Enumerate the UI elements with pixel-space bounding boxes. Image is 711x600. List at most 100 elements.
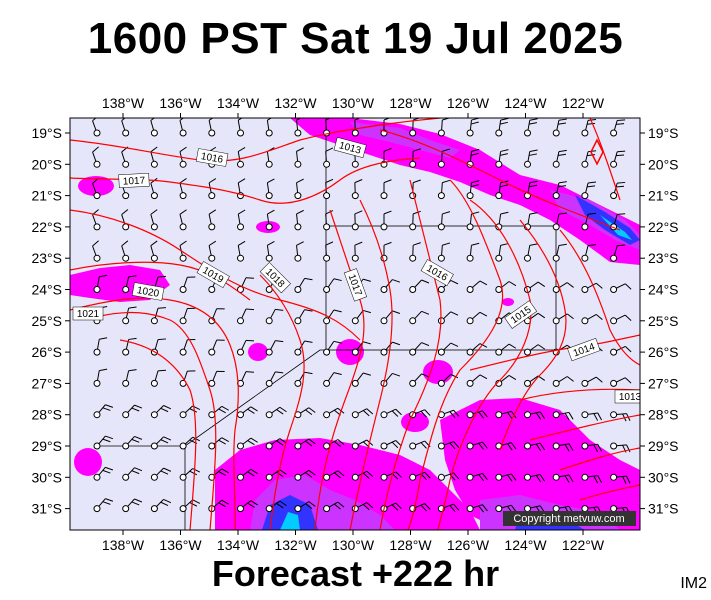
wind-barb xyxy=(437,441,460,450)
lat-label-right: 24°S xyxy=(648,282,679,298)
isobar-label: 1013 xyxy=(619,392,642,403)
wind-barb xyxy=(208,405,229,419)
wind-barb xyxy=(150,467,172,481)
wind-barb xyxy=(495,118,509,137)
wind-barb xyxy=(581,282,603,293)
wind-barb xyxy=(208,468,229,481)
wind-barb xyxy=(237,209,246,231)
wind-barb xyxy=(265,178,275,200)
wind-barb xyxy=(121,118,130,137)
lat-label-right: 29°S xyxy=(648,438,679,454)
lon-label-top: 134°W xyxy=(217,95,260,111)
wind-barb xyxy=(179,499,201,513)
wind-barb xyxy=(581,150,597,168)
wind-barb xyxy=(150,240,158,262)
wind-barb xyxy=(122,498,143,513)
wind-barb xyxy=(466,441,488,450)
wind-barb xyxy=(237,146,246,168)
wind-barb xyxy=(437,242,451,262)
wind-barb xyxy=(208,437,229,450)
wind-barb xyxy=(265,241,275,262)
wind-barb xyxy=(610,314,632,325)
wind-barb xyxy=(437,118,451,137)
lat-label-right: 20°S xyxy=(648,156,679,172)
wind-barb xyxy=(208,178,217,200)
wind-barb xyxy=(437,148,451,168)
wind-barb xyxy=(208,209,217,231)
lat-label-left: 21°S xyxy=(31,188,62,204)
lat-label-right: 22°S xyxy=(648,219,679,235)
wind-barb xyxy=(237,339,255,356)
wind-barb xyxy=(323,309,342,325)
wind-barb xyxy=(121,240,130,262)
wind-barb xyxy=(179,339,196,356)
wind-barb xyxy=(524,149,538,168)
wind-barb xyxy=(150,209,158,231)
lat-label-right: 30°S xyxy=(648,469,679,485)
lon-label-bottom: 130°W xyxy=(332,537,375,553)
lat-label-right: 19°S xyxy=(648,125,679,141)
wind-barb xyxy=(380,408,402,419)
wind-barb xyxy=(581,181,597,200)
isobar-label: 1016 xyxy=(200,151,224,166)
wind-barb xyxy=(237,437,258,450)
wind-barb xyxy=(409,471,431,481)
wind-barb xyxy=(351,241,363,262)
wind-barb xyxy=(122,404,143,419)
copyright-box xyxy=(503,511,636,526)
wind-barb xyxy=(524,281,546,293)
wind-barb xyxy=(524,118,538,137)
lon-label-top: 132°W xyxy=(274,95,317,111)
wind-barb xyxy=(437,373,459,387)
wind-barb xyxy=(466,343,488,356)
wind-barb xyxy=(581,442,603,453)
wind-barb xyxy=(237,468,258,481)
wind-barb xyxy=(351,372,371,387)
wind-barb xyxy=(437,342,459,356)
wind-barb xyxy=(179,118,187,137)
wind-barb xyxy=(409,342,430,356)
wind-barb xyxy=(294,118,302,137)
wind-barb xyxy=(552,181,567,200)
lon-label-top: 138°W xyxy=(102,95,145,111)
map-frame xyxy=(69,117,641,531)
wind-barb xyxy=(581,212,597,231)
lat-label-right: 27°S xyxy=(648,375,679,391)
wind-barb xyxy=(466,472,488,482)
wind-barb xyxy=(179,307,196,325)
wind-barb xyxy=(93,498,114,513)
wind-barb xyxy=(409,210,421,231)
wind-barb xyxy=(179,146,187,168)
wind-barb xyxy=(524,243,538,262)
wind-barb xyxy=(179,276,196,293)
wind-barb xyxy=(323,470,345,481)
lat-label-left: 25°S xyxy=(31,313,62,329)
lat-label-left: 26°S xyxy=(31,344,62,360)
lon-label-bottom: 124°W xyxy=(504,537,547,553)
wind-barb xyxy=(524,505,545,514)
lon-label-bottom: 134°W xyxy=(217,537,260,553)
lon-label-bottom: 138°W xyxy=(102,537,145,553)
wind-barb xyxy=(150,436,172,450)
lat-label-left: 23°S xyxy=(31,250,62,266)
page-title: 1600 PST Sat 19 Jul 2025 xyxy=(87,14,624,63)
wind-barb xyxy=(265,340,284,356)
wind-barb xyxy=(179,370,196,387)
wind-barb xyxy=(380,310,401,325)
wind-barb xyxy=(610,283,632,293)
lat-label-left: 24°S xyxy=(31,282,62,298)
wind-barb xyxy=(495,180,509,200)
wind-barb xyxy=(150,307,166,325)
wind-barb xyxy=(92,240,101,262)
wind-barb xyxy=(93,404,114,419)
wind-barb xyxy=(409,310,430,325)
wind-barb xyxy=(466,311,488,325)
wind-barb xyxy=(208,370,225,387)
wind-barb xyxy=(495,243,509,262)
wind-barb xyxy=(495,473,517,482)
wind-barb xyxy=(208,339,225,356)
wind-barb xyxy=(323,501,345,513)
wind-barb xyxy=(524,344,546,356)
wind-barb xyxy=(150,405,172,419)
